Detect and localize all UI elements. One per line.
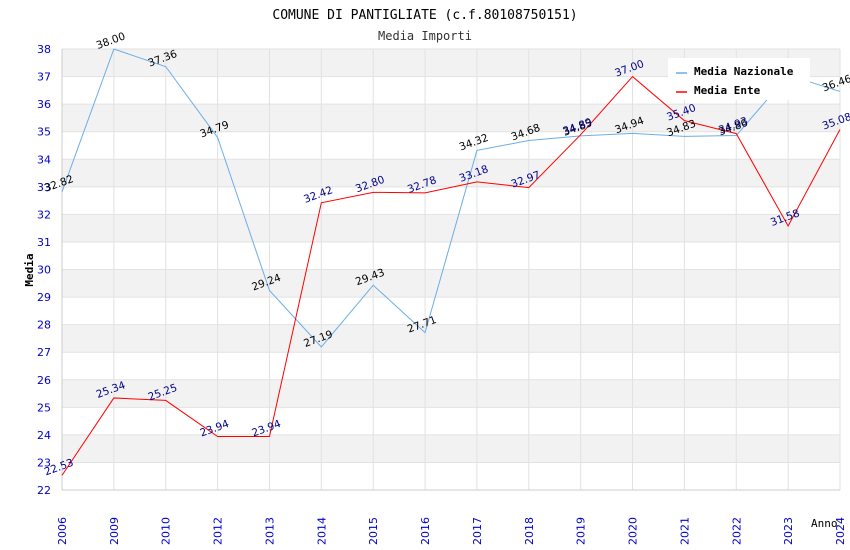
x-tick-label: 2015	[367, 517, 380, 545]
x-tick-label: 2016	[419, 517, 432, 545]
x-axis-label: Anno	[811, 517, 838, 530]
y-tick-label: 37	[37, 71, 51, 84]
legend-box	[668, 58, 810, 100]
y-tick-label: 30	[37, 264, 51, 277]
x-tick-label: 2021	[678, 517, 691, 545]
legend: Media Nazionale Media Ente	[668, 58, 810, 100]
data-label: 34.32	[458, 132, 490, 154]
y-tick-label: 35	[37, 126, 51, 139]
x-tick-label: 2010	[160, 517, 173, 545]
y-tick-label: 32	[37, 208, 51, 221]
y-tick-label: 23	[37, 456, 51, 469]
data-label: 32.42	[302, 184, 334, 206]
series-line-media-ente	[61, 75, 841, 476]
y-tick-label: 22	[37, 484, 51, 497]
data-label: 32.82	[43, 173, 75, 195]
chart-subtitle: Media Importi	[378, 29, 472, 43]
chart-title: COMUNE DI PANTIGLIATE (c.f.80108750151)	[272, 8, 577, 23]
x-tick-label: 2009	[108, 517, 121, 545]
y-axis-label: Media	[23, 253, 36, 286]
y-tick-label: 29	[37, 291, 51, 304]
grid-band	[62, 214, 840, 242]
x-tick-label: 2023	[782, 517, 795, 545]
x-tick-label: 2012	[212, 517, 225, 545]
grid-band	[62, 434, 840, 463]
x-tick-label: 2024	[834, 517, 847, 545]
y-axis: 22 23 24 25 26 27 28 29 30 31 32 33 34 35 36 37 38	[37, 43, 51, 497]
grid-band	[62, 379, 840, 408]
legend-item-nazionale: Media Nazionale	[676, 65, 794, 78]
grid-band	[62, 159, 840, 187]
x-tick-label: 2018	[523, 517, 536, 545]
y-tick-label: 27	[37, 346, 51, 359]
y-tick-label: 36	[37, 98, 51, 111]
y-tick-label: 31	[37, 236, 51, 249]
y-tick-label: 38	[37, 43, 51, 56]
grid-band	[62, 324, 840, 353]
background-bands	[62, 49, 840, 463]
legend-label: Media Ente	[694, 84, 761, 97]
legend-item-ente: Media Ente	[676, 84, 761, 97]
x-tick-label: 2013	[263, 517, 276, 545]
y-tick-label: 33	[37, 181, 51, 194]
y-tick-label: 34	[37, 153, 51, 166]
y-tick-label: 25	[37, 401, 51, 414]
x-tick-label: 2014	[315, 517, 328, 545]
y-tick-label: 26	[37, 374, 51, 387]
legend-label: Media Nazionale	[694, 65, 794, 78]
y-tick-label: 28	[37, 319, 51, 332]
grid-lines	[61, 48, 841, 491]
series-line-media-nazionale	[61, 48, 841, 348]
y-tick-label: 24	[37, 429, 51, 442]
x-tick-label: 2006	[56, 517, 69, 545]
x-tick-label: 2019	[575, 517, 588, 545]
x-tick-label: 2020	[627, 517, 640, 545]
series-lines	[61, 48, 841, 476]
grid-band	[62, 269, 840, 298]
x-tick-label: 2022	[730, 517, 743, 545]
x-axis: 2006 2009 2010 2012 2013 2014 2015 2016 2017 2018…	[56, 517, 847, 545]
x-tick-label: 2017	[471, 517, 484, 545]
